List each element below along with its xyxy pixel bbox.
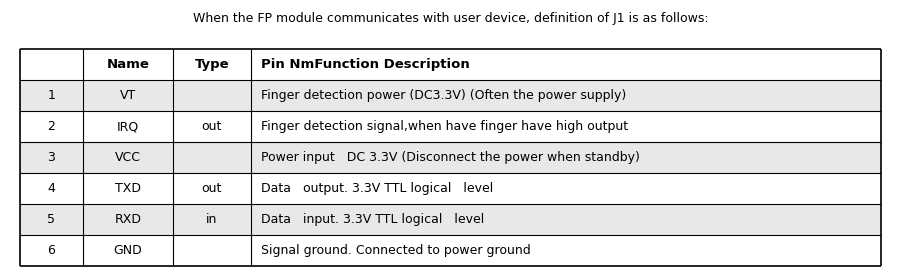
Text: RXD: RXD <box>114 213 141 226</box>
Bar <box>20 111 881 142</box>
Text: in: in <box>206 213 218 226</box>
Bar <box>20 204 881 235</box>
Text: Finger detection power (DC3.3V) (Often the power supply): Finger detection power (DC3.3V) (Often t… <box>261 89 627 102</box>
Text: 1: 1 <box>48 89 55 102</box>
Text: Data   output. 3.3V TTL logical   level: Data output. 3.3V TTL logical level <box>261 182 494 195</box>
Text: Name: Name <box>106 58 150 71</box>
Bar <box>20 173 881 204</box>
Text: 4: 4 <box>48 182 55 195</box>
Text: GND: GND <box>114 244 142 257</box>
Bar <box>20 142 881 173</box>
Text: Type: Type <box>195 58 229 71</box>
Text: 6: 6 <box>48 244 55 257</box>
Text: 2: 2 <box>48 120 55 133</box>
Text: VCC: VCC <box>115 151 141 164</box>
Text: TXD: TXD <box>115 182 141 195</box>
Text: 5: 5 <box>47 213 55 226</box>
Text: 3: 3 <box>48 151 55 164</box>
Bar <box>20 235 881 266</box>
Text: Finger detection signal,when have finger have high output: Finger detection signal,when have finger… <box>261 120 629 133</box>
Text: IRQ: IRQ <box>117 120 139 133</box>
Text: Signal ground. Connected to power ground: Signal ground. Connected to power ground <box>261 244 532 257</box>
Bar <box>20 80 881 111</box>
Text: VT: VT <box>120 89 136 102</box>
Text: out: out <box>202 182 222 195</box>
Text: Pin NmFunction Description: Pin NmFunction Description <box>261 58 470 71</box>
Bar <box>20 49 881 80</box>
Text: Power input   DC 3.3V (Disconnect the power when standby): Power input DC 3.3V (Disconnect the powe… <box>261 151 641 164</box>
Text: When the FP module communicates with user device, definition of J1 is as follows: When the FP module communicates with use… <box>193 12 708 25</box>
Text: Data   input. 3.3V TTL logical   level: Data input. 3.3V TTL logical level <box>261 213 485 226</box>
Text: out: out <box>202 120 222 133</box>
